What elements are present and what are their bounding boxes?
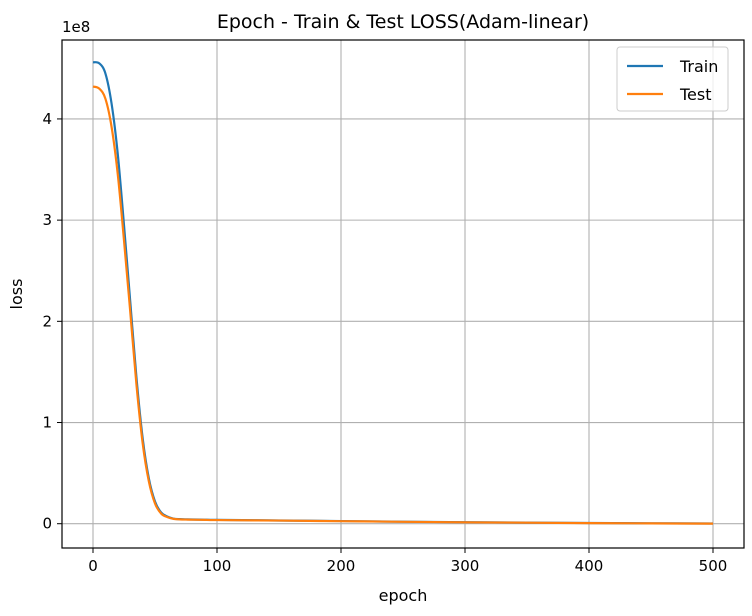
series-line-test: [92, 85, 714, 525]
plot-frame: [61, 39, 745, 549]
x-tick-label: 500: [699, 557, 728, 575]
y-tick-label: 0: [42, 515, 52, 533]
legend: Train Test: [616, 46, 729, 112]
chart-title: Epoch - Train & Test LOSS(Adam-linear): [217, 11, 589, 33]
y-axis-label: loss: [7, 279, 26, 310]
series-layer: [92, 61, 714, 525]
y-tick-label: 3: [42, 211, 52, 229]
x-tick-label: 200: [327, 557, 356, 575]
x-axis-ticks: 0 100 200 300 400 500: [88, 548, 727, 575]
x-tick-label: 400: [575, 557, 604, 575]
x-tick-label: 300: [451, 557, 480, 575]
x-tick-label: 0: [88, 557, 98, 575]
legend-label-train: Train: [679, 57, 718, 76]
y-axis-offset-label: 1e8: [62, 18, 90, 36]
x-axis-label: epoch: [379, 586, 428, 605]
y-axis-ticks: 0 1 2 3 4: [42, 110, 62, 533]
y-tick-label: 4: [42, 110, 52, 128]
y-tick-label: 1: [42, 414, 52, 432]
grid: [62, 40, 744, 548]
y-tick-label: 2: [42, 312, 52, 330]
series-line-train: [92, 61, 714, 525]
legend-label-test: Test: [679, 85, 712, 104]
x-tick-label: 100: [203, 557, 232, 575]
